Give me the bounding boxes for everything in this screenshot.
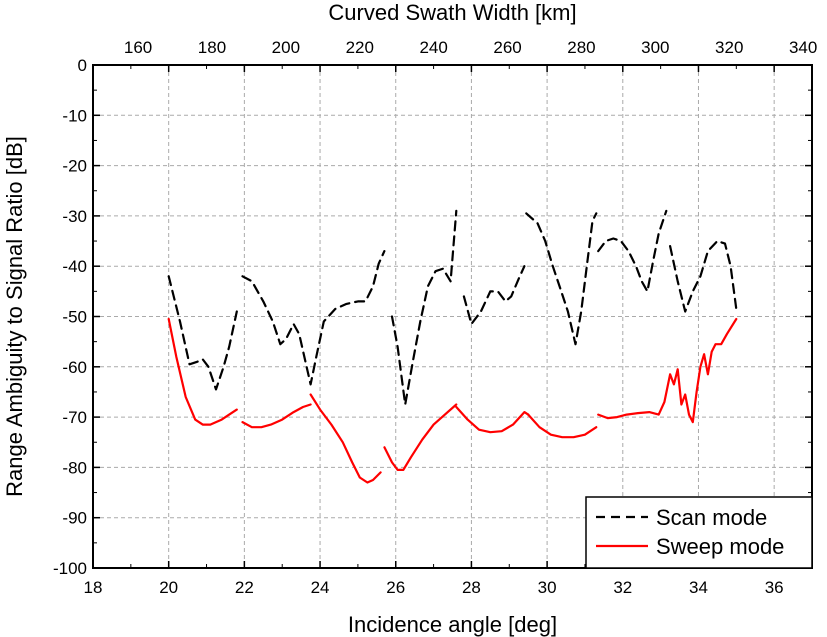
series-line-scan-mode (597, 209, 668, 293)
y-tick-label: -40 (62, 257, 87, 276)
x-tick-label: 20 (159, 578, 178, 597)
legend-box (585, 496, 813, 569)
top-tick-label: 340 (789, 38, 817, 57)
series-line-sweep-mode (597, 317, 738, 424)
x-tick-label: 32 (613, 578, 632, 597)
series-line-sweep-mode (241, 403, 312, 429)
top-tick-label: 260 (493, 38, 521, 57)
top-tick-label: 160 (124, 38, 152, 57)
y-axis-title: Range Ambiguity to Signal Ratio [dB] (2, 136, 27, 497)
top-tick-label: 180 (198, 38, 226, 57)
y-tick-label: -80 (62, 458, 87, 477)
y-tick-label: -30 (62, 207, 87, 226)
x-axis-title: Incidence angle [deg] (348, 612, 557, 637)
x-tick-label: 30 (538, 578, 557, 597)
y-tick-label: -20 (62, 157, 87, 176)
y-tick-label: -10 (62, 106, 87, 125)
tick-labels: 18 20 22 24 26 28 30 32 34 36 0 -10 -20 -30 -40 -50 -60 -… (53, 38, 817, 597)
top-tick-label: 300 (641, 38, 669, 57)
x-tick-label: 26 (386, 578, 405, 597)
x-tick-label: 34 (689, 578, 708, 597)
y-tick-label: -50 (62, 308, 87, 327)
y-tick-label: 0 (78, 56, 87, 75)
legend-label-sweep-mode: Sweep mode (656, 534, 784, 559)
series-layer (167, 209, 738, 484)
legend: Scan mode Sweep mode (585, 496, 813, 569)
y-tick-label: -60 (62, 358, 87, 377)
top-tick-label: 220 (346, 38, 374, 57)
series-line-scan-mode (167, 275, 238, 391)
series-line-scan-mode (525, 212, 598, 346)
top-tick-label: 280 (567, 38, 595, 57)
x-tick-label: 22 (235, 578, 254, 597)
series-line-sweep-mode (167, 317, 238, 426)
series-line-sweep-mode (309, 393, 382, 484)
x-tick-label: 24 (311, 578, 330, 597)
series-line-scan-mode (462, 265, 526, 326)
top-tick-label: 200 (272, 38, 300, 57)
y-tick-label: -100 (53, 559, 87, 578)
top-tick-label: 240 (419, 38, 447, 57)
top-axis-title: Curved Swath Width [km] (328, 0, 576, 25)
series-line-sweep-mode (383, 403, 458, 471)
legend-label-scan-mode: Scan mode (656, 505, 767, 530)
x-tick-label: 36 (765, 578, 784, 597)
top-tick-label: 320 (715, 38, 743, 57)
series-line-scan-mode (668, 239, 738, 313)
x-tick-label: 18 (84, 578, 103, 597)
series-line-sweep-mode (455, 405, 530, 434)
series-line-scan-mode (241, 250, 386, 386)
x-tick-label: 28 (462, 578, 481, 597)
y-tick-label: -70 (62, 408, 87, 427)
series-line-scan-mode (390, 209, 458, 406)
grid (92, 64, 812, 569)
series-line-sweep-mode (527, 413, 598, 439)
y-tick-label: -90 (62, 509, 87, 528)
